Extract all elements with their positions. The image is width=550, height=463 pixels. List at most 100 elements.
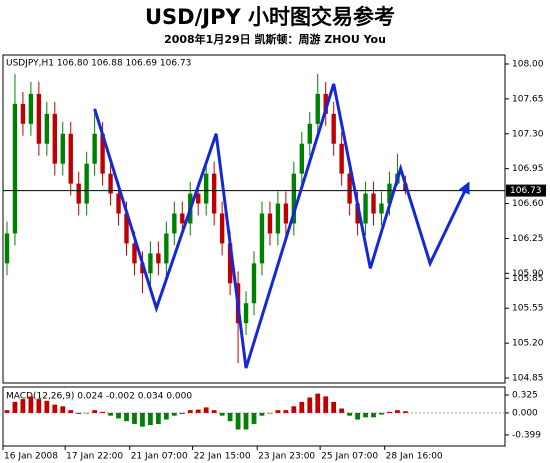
macd-label: MACD(12,26,9) 0.024 -0.002 0.034 0.000 (6, 392, 192, 402)
candle-body (203, 173, 209, 204)
candle-body (283, 203, 289, 224)
candle-body (211, 173, 217, 214)
macd-bar (323, 396, 329, 413)
macd-bar (211, 410, 217, 413)
candle-body (387, 183, 392, 204)
candle-body (116, 193, 121, 214)
macd-bar (20, 399, 26, 413)
y-tick-label: 107.30 (512, 129, 544, 139)
macd-bar (219, 412, 225, 416)
candle-body (20, 103, 26, 124)
candle-body (76, 183, 81, 204)
candle-body (164, 233, 169, 264)
candle-body (52, 113, 57, 164)
current-price-box (506, 184, 546, 197)
candle-body (108, 173, 113, 194)
y-tick-label: 108.00 (512, 59, 544, 69)
x-tick-label: 23 Jan 23:00 (258, 452, 315, 462)
macd-bar (307, 397, 313, 413)
macd-bar (132, 412, 137, 424)
macd-bar (187, 410, 193, 413)
candle-body (44, 113, 50, 144)
macd-bar (267, 412, 273, 414)
macd-bar (108, 412, 113, 416)
candle-body (355, 203, 360, 224)
macd-bar (4, 410, 10, 413)
candle-body (259, 213, 265, 264)
macd-bar (140, 412, 145, 427)
macd-bar (84, 412, 90, 414)
y-tick-label: 106.95 (512, 164, 544, 174)
macd-bar (52, 404, 58, 413)
zigzag-line (93, 83, 470, 369)
candle-body (219, 213, 225, 244)
macd-bar (347, 412, 353, 416)
candle-body (28, 93, 34, 124)
x-tick-label: 16 Jan 2008 (4, 452, 58, 462)
macd-bar (44, 400, 50, 413)
y-tick-label: 105.55 (512, 304, 544, 314)
macd-bar (235, 412, 241, 430)
candle-body (92, 133, 97, 164)
macd-bar (203, 407, 209, 413)
macd-bar (339, 408, 345, 413)
macd-bar (28, 396, 34, 413)
macd-bar (315, 393, 321, 413)
macd-bar (171, 412, 177, 416)
candle-body (379, 203, 384, 214)
candle-body (275, 203, 281, 234)
candle-body (307, 123, 312, 144)
candle-body (156, 253, 161, 264)
macd-bar (227, 412, 233, 422)
macd-bar (76, 412, 82, 415)
macd-bar (243, 412, 249, 430)
macd-bar (100, 411, 105, 413)
macd-bar (355, 412, 360, 420)
x-tick-label: 28 Jan 16:00 (386, 452, 443, 462)
macd-bar (36, 399, 42, 413)
candle-body (267, 213, 273, 234)
y-tick-label: 105.20 (512, 339, 544, 349)
candle-body (12, 103, 18, 234)
candle-body (140, 263, 145, 274)
chart-subtitle: 2008年1月29日 凯斯顿：周游 ZHOU You (164, 32, 386, 46)
macd-bar (116, 412, 121, 419)
candle-body (148, 253, 153, 274)
macd-bar (331, 401, 337, 413)
candle-body (60, 133, 65, 164)
candle-body (323, 93, 328, 114)
macd-bar (155, 412, 161, 424)
candle-body (4, 233, 10, 264)
chart-title: USD/JPY 小时图交易参考 (145, 5, 395, 29)
macd-bar (275, 410, 281, 413)
y-tick-label: 106.25 (512, 234, 544, 244)
candle-body (371, 193, 376, 214)
x-tick-label: 22 Jan 15:00 (194, 452, 251, 462)
candle-body (363, 193, 368, 224)
macd-bar (251, 412, 257, 424)
candle-body (84, 163, 89, 204)
candle-body (196, 193, 201, 204)
macd-bar (403, 411, 408, 413)
macd-bar (259, 412, 265, 416)
macd-bar (12, 401, 18, 413)
macd-bar (291, 406, 297, 413)
candle-body (124, 213, 129, 244)
macd-tick-label: 0.325 (512, 390, 538, 400)
macd-bar (363, 412, 368, 418)
candle-body (331, 113, 336, 144)
candle-body (339, 143, 344, 174)
macd-tick-label: -0.399 (512, 430, 541, 440)
y-tick-label: 105.85 (512, 274, 544, 284)
symbol-header: USDJPY,H1 106.80 106.88 106.69 106.73 (6, 59, 191, 69)
macd-bar (68, 410, 74, 413)
candle-body (347, 173, 352, 204)
candle-body (243, 303, 249, 324)
candle-body (291, 173, 297, 224)
macd-bar (379, 412, 384, 415)
y-tick-label: 104.85 (512, 374, 544, 384)
candle-body (315, 93, 320, 124)
y-tick-label: 107.65 (512, 94, 544, 104)
candle-body (227, 243, 233, 284)
candle-body (36, 93, 42, 144)
